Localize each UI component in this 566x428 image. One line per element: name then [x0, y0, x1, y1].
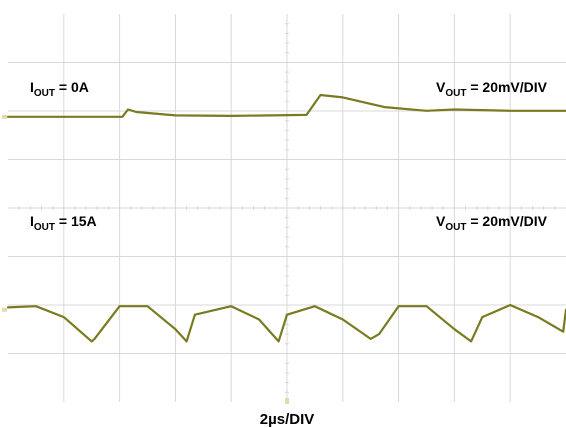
timebase-label: 2µs/DIV	[260, 411, 315, 428]
trigger-marker	[285, 398, 289, 404]
iout-label-bottom: IOUT = 15A	[30, 213, 97, 233]
level-markers	[2, 114, 289, 404]
traces	[6, 93, 566, 343]
level-marker-light-load	[2, 114, 7, 119]
vout-trace-light-load	[6, 93, 566, 118]
graticule	[8, 14, 566, 402]
vout-label-top: VOUT = 20mV/DIV	[436, 79, 548, 99]
vout-trace-heavy-load	[6, 303, 566, 343]
vout-label-bottom: VOUT = 20mV/DIV	[436, 213, 548, 233]
iout-label-top: IOUT = 0A	[30, 79, 89, 99]
level-marker-heavy-load	[2, 307, 7, 312]
